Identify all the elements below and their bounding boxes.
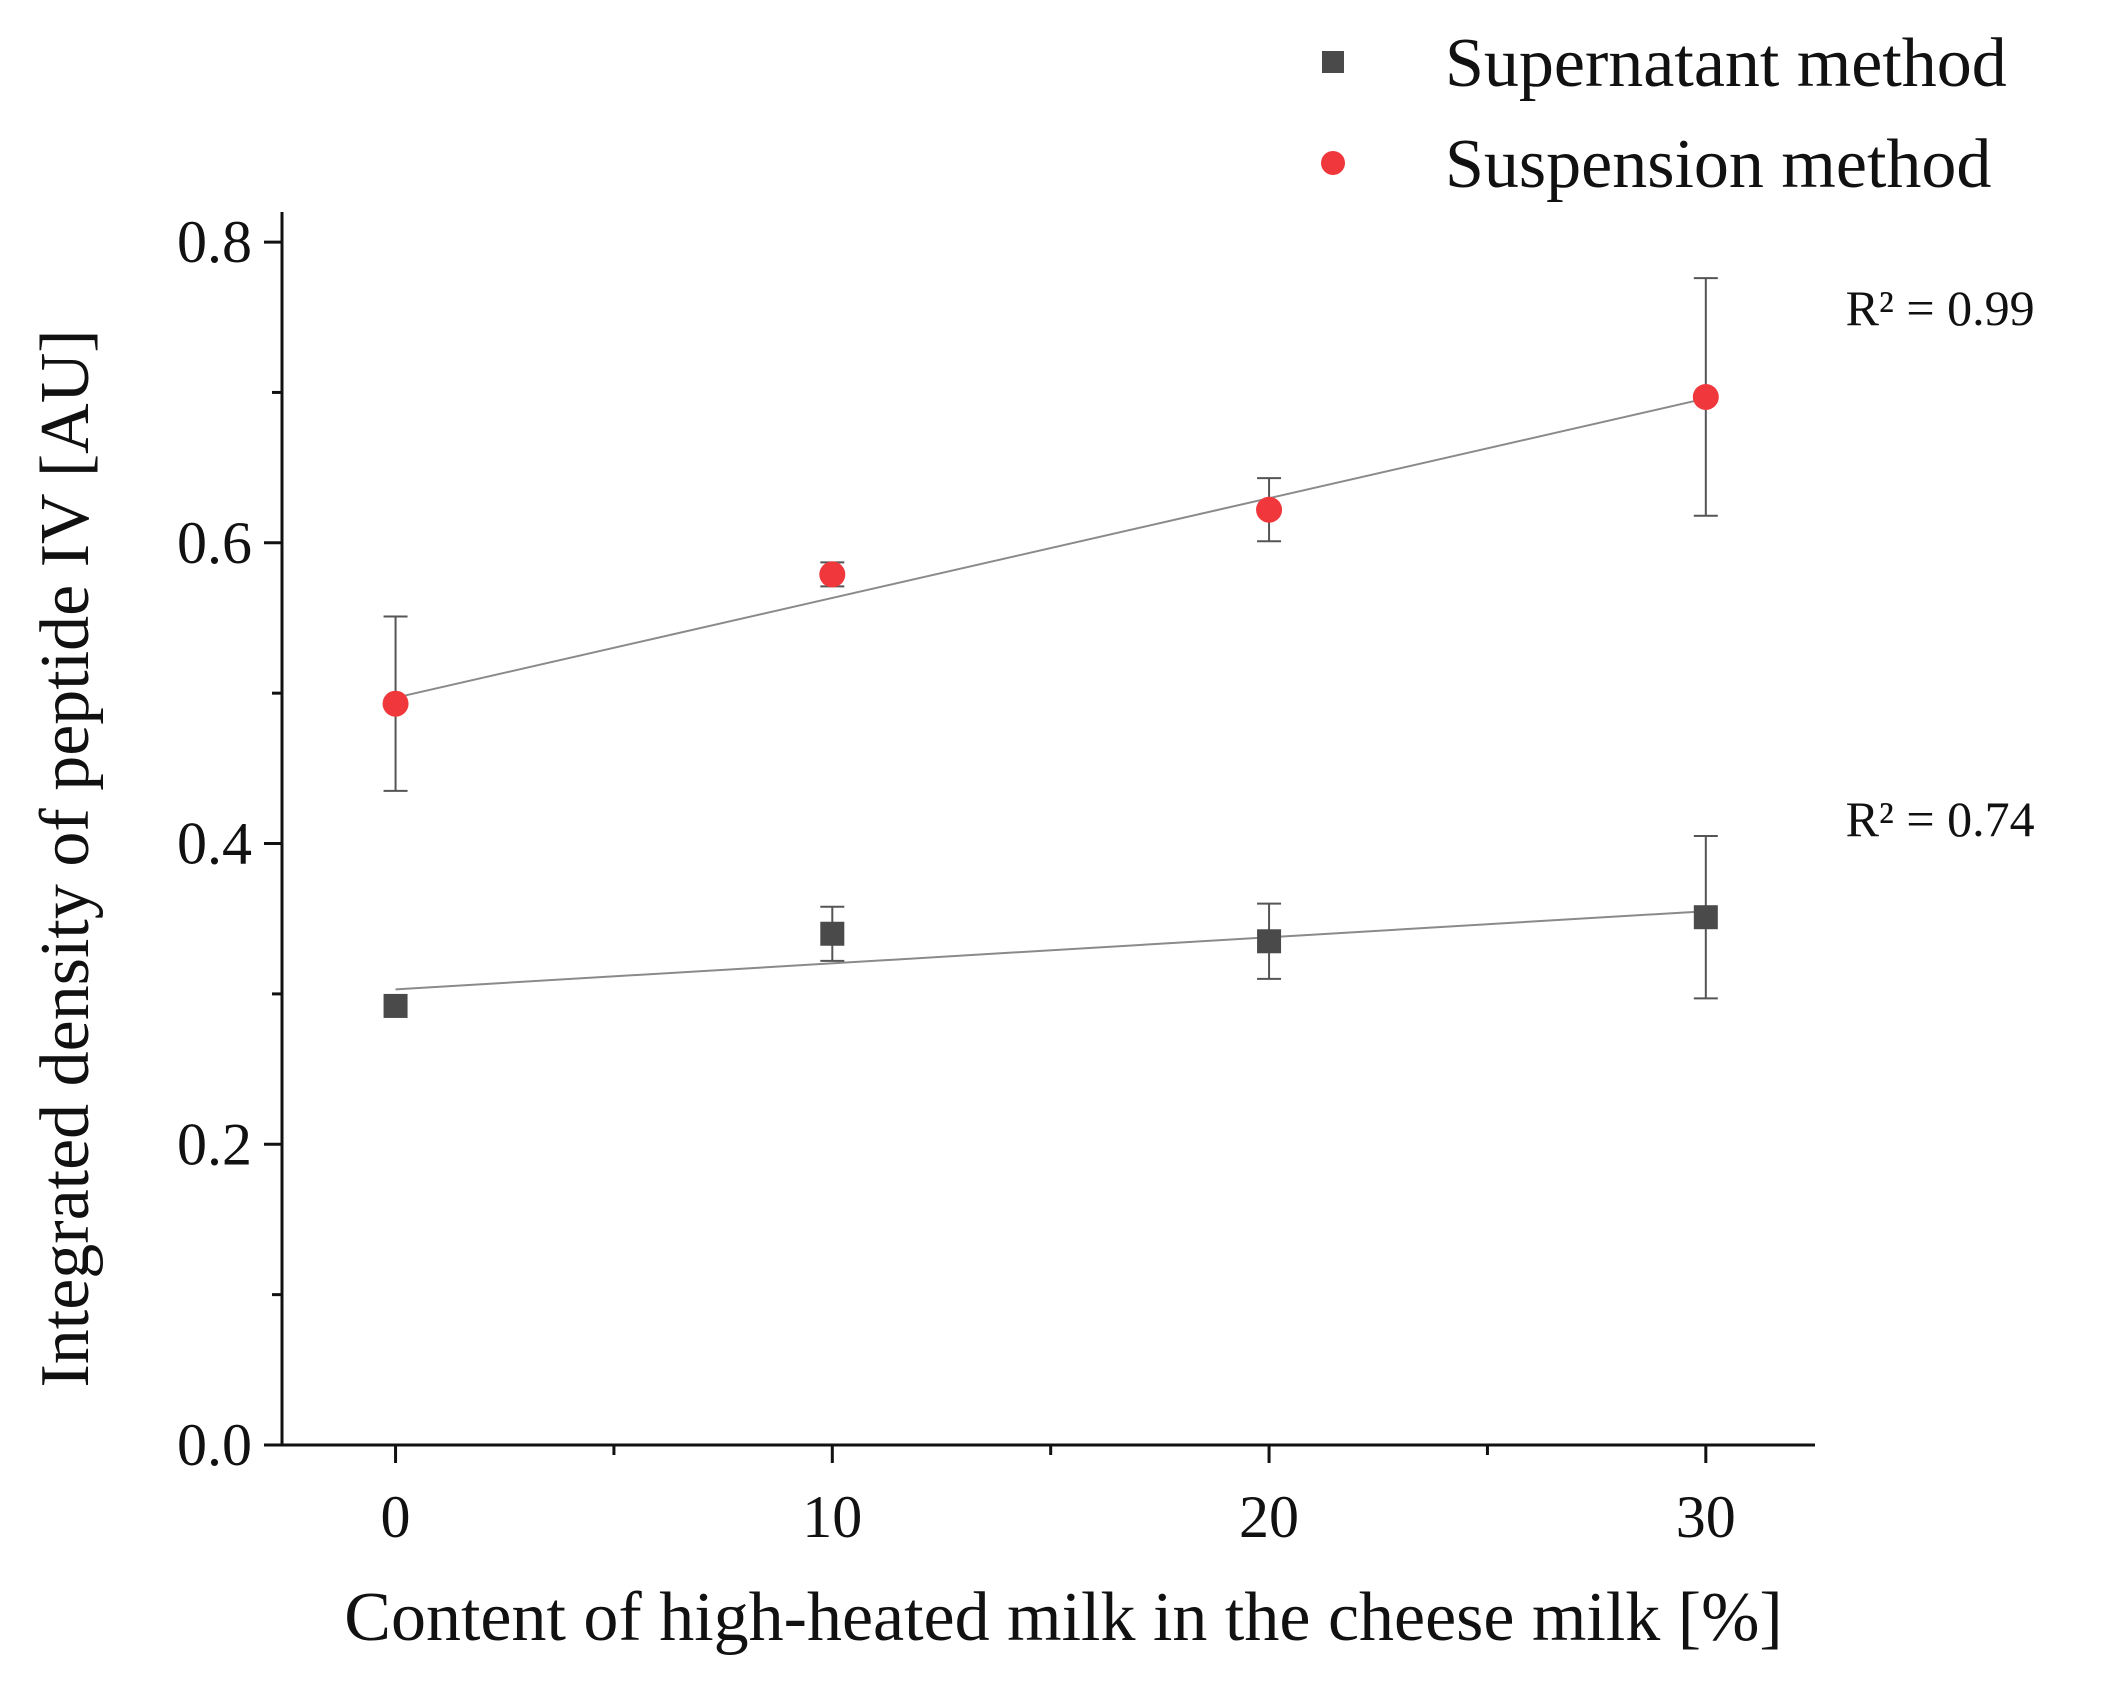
data-point-circle	[382, 690, 409, 717]
legend-label: Suspension method	[1445, 126, 1991, 203]
legend-marker-circle	[1321, 151, 1345, 175]
x-tick-label: 20	[1239, 1484, 1299, 1550]
data-point-square	[820, 921, 845, 946]
legend: Supernatant method Suspension method	[1321, 25, 2007, 203]
x-axis-title: Content of high-heated milk in the chees…	[344, 1579, 1783, 1656]
y-tick-label: 0.6	[177, 510, 252, 576]
plot-area: R² = 0.74 R² = 0.99	[382, 277, 2035, 1018]
x-tick-label: 30	[1676, 1484, 1736, 1550]
data-point-square	[383, 993, 408, 1018]
data-point-circle	[1256, 496, 1283, 523]
x-tick-label: 10	[802, 1484, 862, 1550]
data-point-square	[1257, 929, 1282, 954]
y-tick-label: 0.4	[177, 811, 252, 877]
y-tick-label: 0.2	[177, 1111, 252, 1177]
y-tick-label: 0.8	[177, 209, 252, 275]
legend-marker-square	[1322, 51, 1344, 73]
r-squared-label: R² = 0.74	[1846, 791, 2035, 847]
data-point-circle	[819, 561, 846, 588]
fit-line-series-0	[395, 910, 1706, 991]
x-tick-label: 0	[381, 1484, 411, 1550]
axes: 0 10 20 30 0.0 0.2 0.4 0.6 0.8	[177, 209, 1815, 1550]
fit-line-series-1	[395, 397, 1707, 699]
legend-label: Supernatant method	[1445, 25, 2007, 102]
y-axis-title: Integrated density of peptide IV [AU]	[27, 329, 104, 1387]
y-tick-label: 0.0	[177, 1412, 252, 1478]
data-point-square	[1693, 905, 1718, 930]
data-point-circle	[1692, 383, 1719, 410]
r-squared-label: R² = 0.99	[1846, 280, 2035, 336]
